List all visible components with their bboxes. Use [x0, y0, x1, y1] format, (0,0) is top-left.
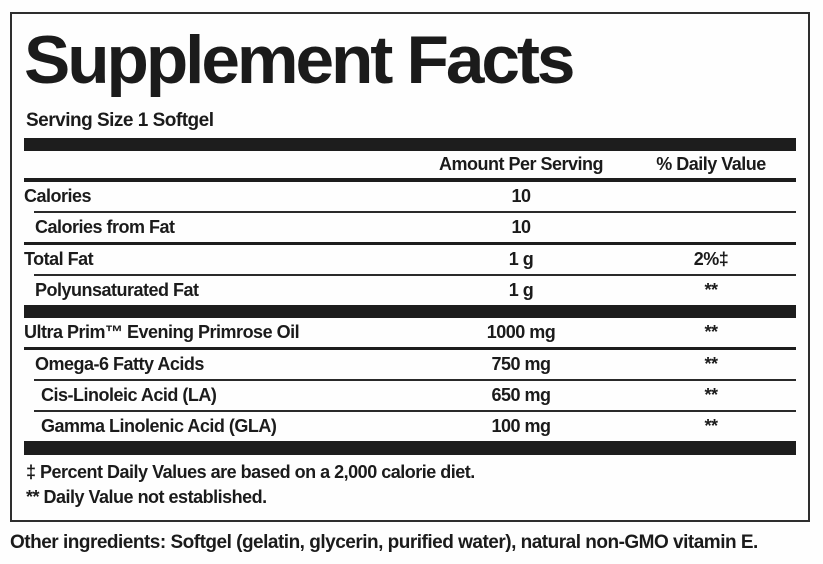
- nutrient-name: Gamma Linolenic Acid (GLA): [41, 416, 277, 436]
- nutrient-name: Ultra Prim™ Evening Primrose Oil: [24, 322, 300, 342]
- table-header-row: Amount Per Serving % Daily Value: [24, 151, 796, 178]
- nutrient-daily-value: **: [704, 280, 718, 300]
- nutrient-name: Polyunsaturated Fat: [35, 280, 199, 300]
- nutrient-daily-value: **: [704, 322, 718, 342]
- footnote-not-established: ** Daily Value not established.: [26, 487, 267, 507]
- row-polyunsaturated-fat: Polyunsaturated Fat 1 g **: [24, 276, 796, 305]
- nutrient-amount: 1 g: [508, 280, 534, 300]
- serving-size-text: Serving Size 1 Softgel: [26, 110, 214, 131]
- group-divider: [24, 347, 796, 350]
- nutrient-amount: 750 mg: [491, 354, 551, 374]
- divider-top-bar: [24, 138, 796, 151]
- row-calories-from-fat: Calories from Fat 10: [24, 213, 796, 242]
- other-ingredients-text: Other ingredients: Softgel (gelatin, gly…: [10, 532, 758, 553]
- row-calories: Calories 10: [24, 182, 796, 211]
- row-gamma-linolenic-acid: Gamma Linolenic Acid (GLA) 100 mg **: [24, 412, 796, 441]
- row-primrose-oil: Ultra Prim™ Evening Primrose Oil 1000 mg…: [24, 318, 796, 347]
- nutrient-amount: 1 g: [508, 249, 534, 269]
- row-divider: [34, 274, 796, 276]
- header-daily-value: % Daily Value: [656, 154, 766, 174]
- nutrient-amount: 100 mg: [491, 416, 551, 436]
- nutrient-daily-value: **: [704, 354, 718, 374]
- nutrient-daily-value: **: [704, 385, 718, 405]
- nutrient-name: Calories: [24, 186, 92, 206]
- header-amount-per-serving: Amount Per Serving: [438, 154, 604, 174]
- nutrient-amount: 650 mg: [491, 385, 551, 405]
- row-divider: [34, 379, 796, 381]
- nutrient-name: Omega-6 Fatty Acids: [35, 354, 204, 374]
- row-cis-linoleic-acid: Cis-Linoleic Acid (LA) 650 mg **: [24, 381, 796, 410]
- row-divider: [34, 410, 796, 412]
- nutrient-daily-value: **: [704, 416, 718, 436]
- supplement-facts-panel: Supplement Facts Serving Size 1 Softgel …: [10, 12, 810, 522]
- nutrient-name: Calories from Fat: [35, 217, 175, 237]
- row-divider: [34, 211, 796, 213]
- nutrient-amount: 10: [511, 217, 531, 237]
- section-divider-bar: [24, 305, 796, 318]
- divider-header-bar: [24, 178, 796, 182]
- group-divider: [24, 242, 796, 245]
- nutrient-name: Total Fat: [24, 249, 94, 269]
- row-total-fat: Total Fat 1 g 2%‡: [24, 245, 796, 274]
- footnotes: ‡ Percent Daily Values are based on a 2,…: [24, 455, 796, 510]
- footnote-daily-values: ‡ Percent Daily Values are based on a 2,…: [26, 462, 475, 482]
- row-omega-6-fatty-acids: Omega-6 Fatty Acids 750 mg **: [24, 350, 796, 379]
- nutrient-amount: 1000 mg: [486, 322, 556, 342]
- nutrient-daily-value: 2%‡: [693, 249, 729, 269]
- panel-title: Supplement Facts: [24, 22, 575, 98]
- footnote-divider-bar: [24, 441, 796, 455]
- nutrient-amount: 10: [511, 186, 531, 206]
- nutrient-name: Cis-Linoleic Acid (LA): [41, 385, 217, 405]
